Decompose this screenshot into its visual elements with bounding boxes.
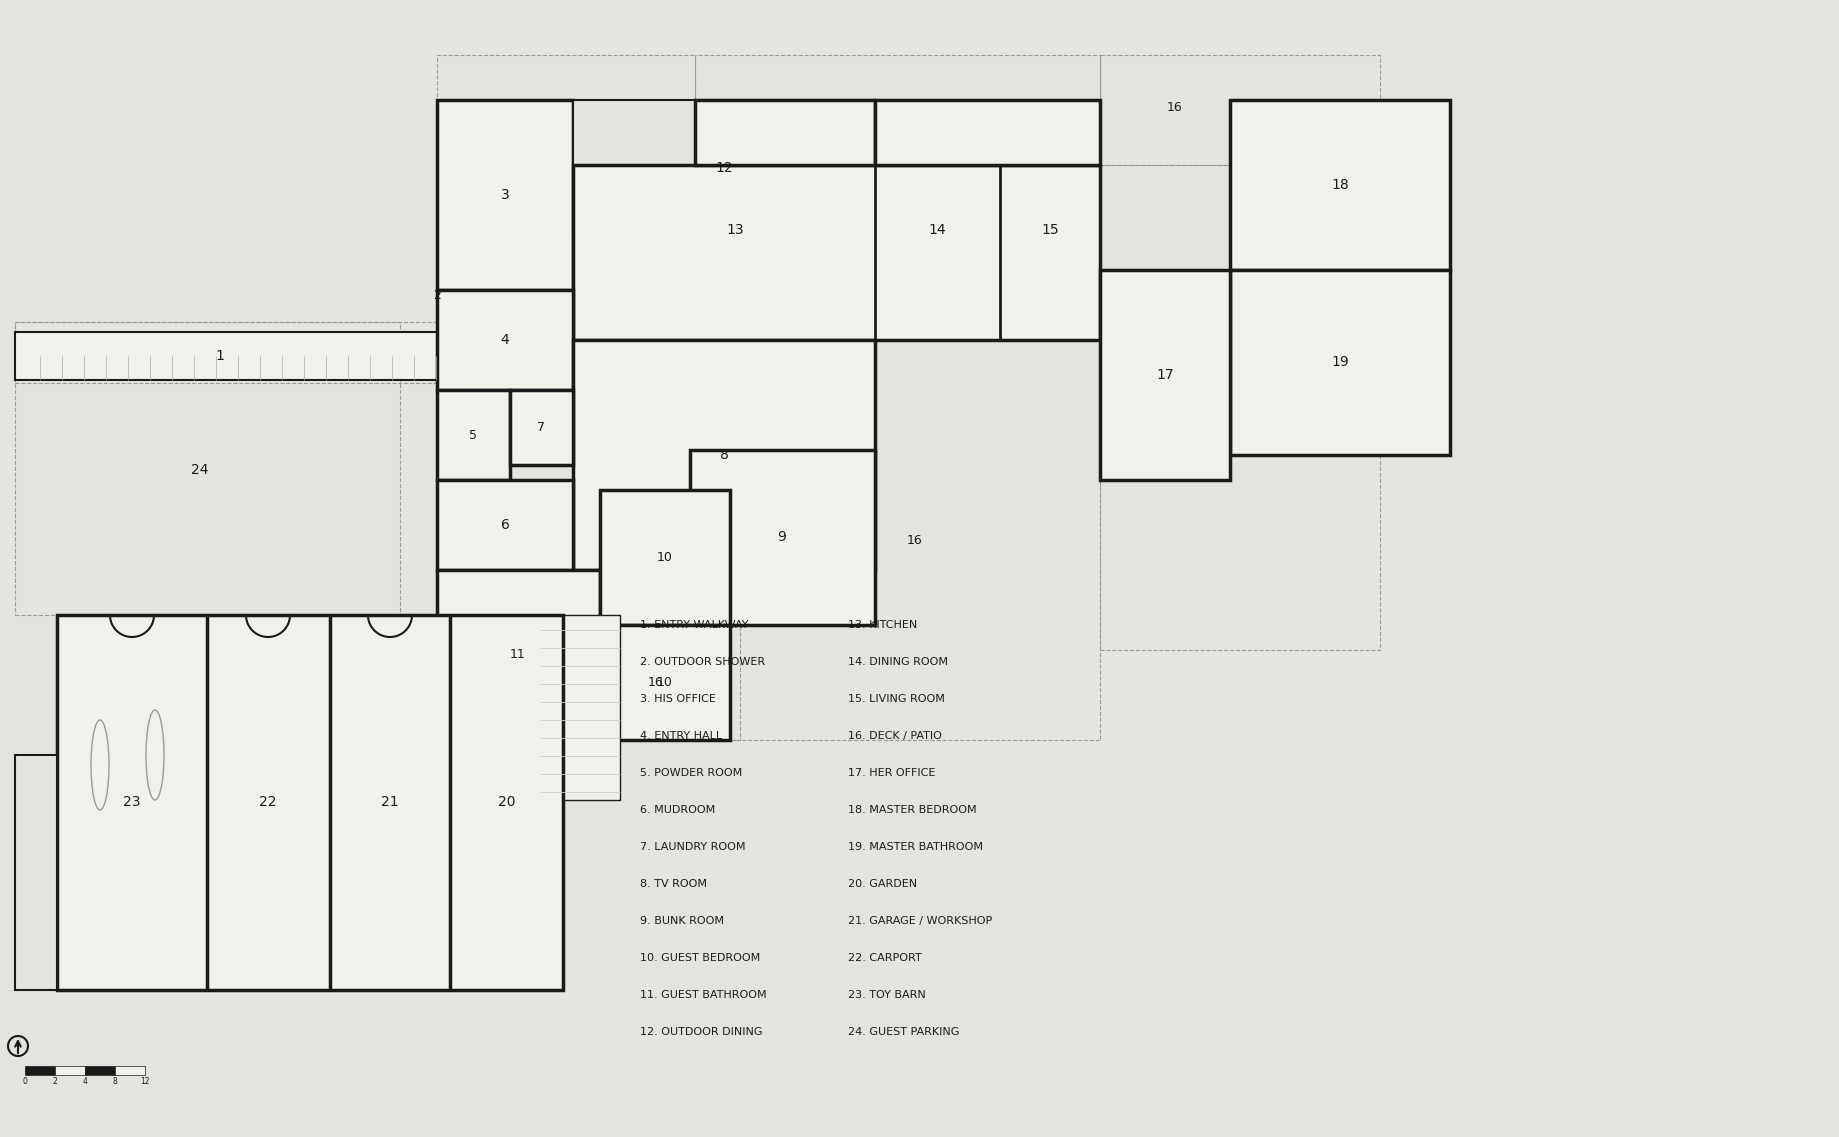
Text: 2: 2 [432,289,441,301]
Text: 16: 16 [907,533,923,547]
Text: 5. POWDER ROOM: 5. POWDER ROOM [640,767,741,778]
Bar [335,875,445,976]
Text: 19. MASTER BATHROOM: 19. MASTER BATHROOM [848,843,982,852]
Bar [572,100,875,235]
Bar [15,332,438,380]
Text: 3. HIS OFFICE: 3. HIS OFFICE [640,694,715,704]
Bar [730,340,1100,740]
Text: 6: 6 [500,518,509,532]
Text: 12. OUTDOOR DINING: 12. OUTDOOR DINING [640,1027,761,1037]
Text: 5: 5 [469,429,476,441]
Text: 18. MASTER BEDROOM: 18. MASTER BEDROOM [848,805,977,815]
Bar [15,322,438,383]
Text: 0: 0 [22,1077,28,1086]
Bar [438,100,572,290]
Text: 20: 20 [498,795,515,810]
Text: 15. LIVING ROOM: 15. LIVING ROOM [848,694,945,704]
Text: 21. GARAGE / WORKSHOP: 21. GARAGE / WORKSHOP [848,916,991,926]
Text: 8: 8 [719,448,728,462]
Bar [1100,165,1379,650]
Text: 9. BUNK ROOM: 9. BUNK ROOM [640,916,723,926]
Text: 14: 14 [927,223,945,236]
Text: 17: 17 [1155,368,1173,382]
Bar [26,1067,55,1074]
Text: 6. MUDROOM: 6. MUDROOM [640,805,715,815]
Text: 23: 23 [123,795,140,810]
Text: 9: 9 [778,530,785,543]
Bar [572,340,875,570]
Bar [55,1067,85,1074]
Bar [572,625,739,740]
Bar [1228,100,1449,269]
Text: 24: 24 [191,463,208,478]
Text: 16: 16 [1166,100,1182,114]
Bar [600,490,730,625]
Text: 12: 12 [715,161,732,175]
Bar [539,615,620,800]
Text: 1: 1 [215,349,224,363]
Text: 23. TOY BARN: 23. TOY BARN [848,990,925,1001]
Text: 11. GUEST BATHROOM: 11. GUEST BATHROOM [640,990,767,1001]
Bar [215,870,326,976]
Text: 4. ENTRY HALL: 4. ENTRY HALL [640,731,721,741]
Bar [15,755,57,990]
Text: 22: 22 [259,795,276,810]
Text: 14. DINING ROOM: 14. DINING ROOM [848,657,947,667]
Bar [438,570,600,740]
Text: 16. DECK / PATIO: 16. DECK / PATIO [848,731,942,741]
Text: 12: 12 [140,1077,149,1086]
Text: 17. HER OFFICE: 17. HER OFFICE [848,767,934,778]
Text: 7. LAUNDRY ROOM: 7. LAUNDRY ROOM [640,843,745,852]
Text: 18: 18 [1330,179,1348,192]
Bar [438,480,572,570]
Text: 8: 8 [112,1077,118,1086]
Bar [438,55,695,155]
Bar [72,875,202,980]
Text: 19: 19 [1330,355,1348,370]
Text: 4: 4 [83,1077,88,1086]
Text: 16: 16 [647,675,664,689]
Text: 1. ENTRY WALKWAY: 1. ENTRY WALKWAY [640,620,748,630]
Text: 21: 21 [381,795,399,810]
Text: 10. GUEST BEDROOM: 10. GUEST BEDROOM [640,953,760,963]
Text: 2. OUTDOOR SHOWER: 2. OUTDOOR SHOWER [640,657,765,667]
Bar [600,625,730,740]
Bar [875,100,1100,165]
Bar [85,1067,114,1074]
Text: 2: 2 [53,1077,57,1086]
Bar [509,390,572,465]
Text: 7: 7 [537,421,544,433]
Text: 15: 15 [1041,223,1057,236]
Bar [15,322,399,615]
Bar [438,290,572,390]
Bar [1100,269,1228,480]
Bar [57,615,563,990]
Text: 13: 13 [726,223,743,236]
Text: 13. KITCHEN: 13. KITCHEN [848,620,918,630]
Text: 3: 3 [500,188,509,202]
Text: 24. GUEST PARKING: 24. GUEST PARKING [848,1027,958,1037]
Bar [438,390,509,480]
Text: 10: 10 [657,675,673,689]
Text: 22. CARPORT: 22. CARPORT [848,953,921,963]
Text: 11: 11 [509,648,526,662]
Text: 4: 4 [500,333,509,347]
Bar [690,450,875,625]
Bar [114,1067,145,1074]
Bar [1100,55,1379,165]
Text: 20. GARDEN: 20. GARDEN [848,879,916,889]
Text: 8. TV ROOM: 8. TV ROOM [640,879,706,889]
Bar [572,165,1100,340]
Text: 10: 10 [657,550,673,564]
Bar [1228,269,1449,455]
Bar [695,55,1100,165]
Bar [695,100,875,165]
